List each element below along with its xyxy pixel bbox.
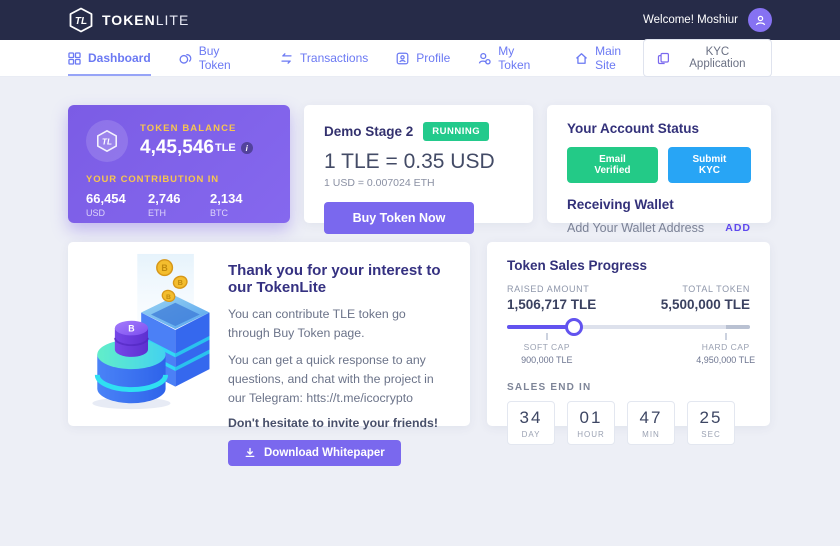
progress-fill — [507, 325, 574, 329]
countdown-sec: 25 SEC — [687, 401, 735, 445]
wallet-address-hint: Add Your Wallet Address — [567, 221, 705, 235]
contribution-title: YOUR CONTRIBUTION IN — [86, 174, 220, 185]
info-icon[interactable]: i — [240, 142, 253, 154]
download-icon — [244, 447, 256, 459]
dashboard-content: TL TOKEN BALANCE 4,45,546 TLE i YOUR CONT… — [0, 77, 840, 467]
balance-title: TOKEN BALANCE — [140, 123, 237, 134]
id-card-icon — [396, 52, 409, 65]
countdown-day: 34 DAY — [507, 401, 555, 445]
svg-text:B: B — [166, 293, 171, 300]
user-icon — [754, 14, 767, 27]
progress-track — [507, 325, 750, 329]
progress-thumb — [564, 318, 583, 336]
token-rate-secondary: 1 USD = 0.007024 ETH — [324, 177, 435, 189]
stage-title: Demo Stage 2 — [324, 124, 414, 139]
coins-icon — [179, 52, 192, 65]
brand-logo[interactable]: TL TOKENLITE — [68, 7, 189, 33]
receiving-wallet-title: Receiving Wallet — [567, 197, 674, 212]
token-logo-badge: TL — [86, 120, 128, 162]
sales-countdown: 34 DAY 01 HOUR 47 MIN 25 SEC — [507, 401, 750, 445]
hard-cap-label: HARD CAP 4,950,000 TLE — [696, 342, 756, 365]
thanks-paragraph-1: You can contribute TLE token go through … — [228, 307, 406, 341]
hard-cap-tick — [724, 333, 727, 340]
nav-label: Transactions — [300, 51, 369, 65]
thanks-paragraph-2: You can get a quick response to any ques… — [228, 353, 434, 406]
raised-amount: RAISED AMOUNT 1,506,717 TLE — [507, 284, 597, 312]
gold-coins: B B B — [156, 258, 188, 302]
token-sales-progress-card: Token Sales Progress RAISED AMOUNT 1,506… — [487, 242, 770, 445]
svg-text:B: B — [128, 323, 134, 333]
svg-text:B: B — [178, 278, 183, 287]
soft-cap-tick — [545, 333, 548, 340]
main-nav: Dashboard Buy Token Transactions — [0, 39, 840, 77]
token-stage-card: Demo Stage 2 RUNNING 1 TLE = 0.35 USD 1 … — [304, 105, 533, 234]
nav-item-buy-token[interactable]: Buy Token — [179, 40, 252, 76]
nav-item-profile[interactable]: Profile — [396, 40, 450, 76]
nav-label: Main Site — [595, 44, 622, 72]
add-wallet-link[interactable]: ADD — [725, 222, 751, 234]
balance-amount: 4,45,546 TLE i — [140, 137, 253, 159]
running-badge: RUNNING — [423, 122, 490, 141]
account-status-card: Your Account Status Email Verified Submi… — [547, 105, 771, 235]
kyc-button-label: KYC Application — [689, 46, 746, 70]
user-token-icon — [478, 52, 491, 65]
nav-label: My Token — [498, 44, 531, 72]
brand-name: TOKENLITE — [102, 12, 190, 28]
top-header: TL TOKENLITE Welcome! Moshiur — [0, 0, 840, 40]
nav-item-dashboard[interactable]: Dashboard — [68, 40, 151, 76]
home-icon — [575, 52, 588, 65]
token-rate-primary: 1 TLE = 0.35 USD — [324, 150, 495, 173]
nav-items: Dashboard Buy Token Transactions — [68, 40, 643, 76]
welcome-message-card: B B B B — [68, 242, 470, 467]
hard-cap-overflow-track — [725, 325, 750, 329]
svg-text:B: B — [161, 263, 167, 273]
nav-label: Profile — [416, 51, 451, 65]
download-button-label: Download Whitepaper — [264, 447, 385, 460]
dashboard-grid-icon — [68, 51, 81, 65]
nav-item-main-site[interactable]: Main Site — [575, 40, 643, 76]
thanks-title: Thank you for your interest to our Token… — [228, 262, 441, 296]
countdown-hour: 01 HOUR — [567, 401, 615, 445]
buy-token-now-button[interactable]: Buy Token Now — [324, 202, 474, 234]
contribution-eth: 2,746 ETH — [148, 191, 181, 218]
progress-title: Token Sales Progress — [507, 258, 648, 273]
sales-progress-bar — [507, 318, 750, 340]
svg-text:TL: TL — [102, 137, 112, 147]
account-status-title: Your Account Status — [567, 121, 700, 136]
contribution-usd: 66,454 USD — [86, 191, 126, 218]
token-balance-card: TL TOKEN BALANCE 4,45,546 TLE i YOUR CONT… — [68, 105, 290, 223]
svg-text:TL: TL — [75, 16, 87, 27]
download-whitepaper-button[interactable]: Download Whitepaper — [228, 440, 401, 467]
countdown-min: 47 MIN — [627, 401, 675, 445]
soft-cap-label: SOFT CAP 900,000 TLE — [521, 342, 573, 365]
document-icon — [657, 52, 670, 65]
status-badge[interactable]: Submit KYC — [667, 147, 751, 183]
user-avatar[interactable] — [748, 8, 772, 32]
sales-end-label: SALES END IN — [507, 382, 592, 393]
status-badge[interactable]: Email Verified — [567, 147, 658, 183]
crypto-stack-illustration: B B B B — [80, 252, 218, 417]
welcome-text: Welcome! Moshiur — [642, 14, 738, 26]
nav-item-my-token[interactable]: My Token — [478, 40, 547, 76]
nav-item-transactions[interactable]: Transactions — [280, 40, 368, 76]
nav-label: Dashboard — [88, 51, 151, 65]
invite-note: Don't hesitate to invite your friends! — [228, 416, 438, 431]
contribution-btc: 2,134 BTC — [210, 191, 243, 218]
nav-label: Buy Token — [198, 44, 231, 72]
kyc-application-button[interactable]: KYC Application — [642, 39, 772, 77]
total-token: TOTAL TOKEN 5,500,000 TLE — [660, 284, 750, 312]
transfer-arrows-icon — [280, 52, 293, 65]
tokenlite-logo-icon: TL — [68, 7, 94, 33]
